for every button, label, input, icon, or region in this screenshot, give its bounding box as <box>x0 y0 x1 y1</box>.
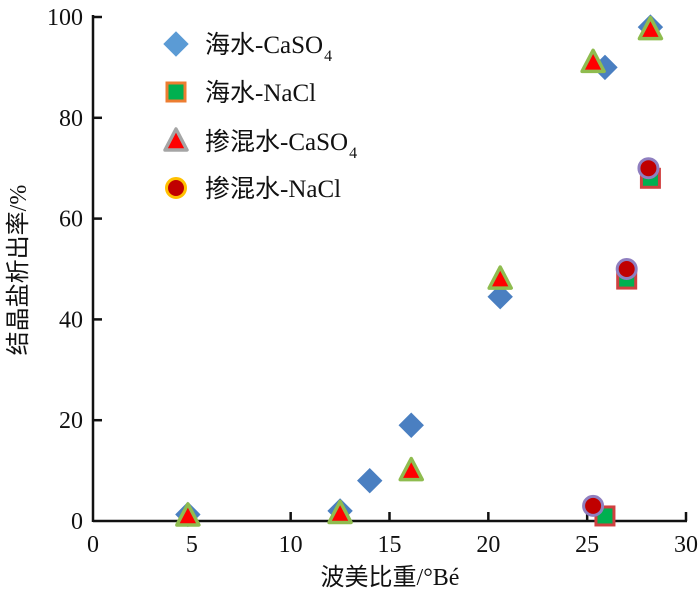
point-triangle-series-2 <box>580 48 606 74</box>
point-diamond-series-0 <box>487 284 513 310</box>
x-axis-title: 波美比重/°Bé <box>321 564 460 591</box>
legend-label: 海水-CaSO <box>205 31 323 59</box>
point-circle-series-3 <box>582 494 605 517</box>
point-circle-series-3 <box>637 157 660 180</box>
x-tick-label: 30 <box>674 532 698 558</box>
axes: 0 5 10 15 20 25 30 20 40 60 80 100 0 <box>47 5 698 558</box>
point-triangle-series-2 <box>637 15 664 41</box>
y-axis-title: 结晶盐析出率/% <box>5 185 32 356</box>
legend-marker-triangle <box>163 127 189 152</box>
point-circle-series-3 <box>615 258 638 280</box>
point-diamond-series-0 <box>398 412 424 438</box>
legend-marker-circle <box>165 177 187 199</box>
legend-label: 海水-NaCl <box>205 79 316 107</box>
y-tick-label: 80 <box>59 106 83 132</box>
x-tick-label: 15 <box>378 532 402 558</box>
legend-subscript: 4 <box>349 145 357 162</box>
legend-subscript: 4 <box>324 48 332 65</box>
point-triangle-series-2 <box>398 456 424 482</box>
legend-marker-square <box>165 81 187 103</box>
y-tick-label: 60 <box>59 207 83 233</box>
x-tick-label: 20 <box>476 532 500 558</box>
y-tick-label: 40 <box>59 307 83 333</box>
x-tick-label: 25 <box>575 532 599 558</box>
x-tick-label: 10 <box>279 532 303 558</box>
legend-label: 掺混水-NaCl <box>205 175 341 203</box>
data-points <box>175 14 664 528</box>
y-tick-label: 100 <box>47 5 83 31</box>
point-diamond-series-0 <box>357 467 383 494</box>
point-triangle-series-2 <box>487 265 513 290</box>
y-tick-label: 20 <box>59 408 83 434</box>
legend-marker-diamond <box>163 31 189 57</box>
point-triangle-series-2 <box>175 502 201 527</box>
x-tick-label: 0 <box>87 532 99 558</box>
point-triangle-series-2 <box>327 499 353 525</box>
legend-label: 掺混水-CaSO <box>205 128 348 156</box>
x-tick-label: 5 <box>186 532 198 558</box>
y-tick-label: 0 <box>71 509 83 535</box>
